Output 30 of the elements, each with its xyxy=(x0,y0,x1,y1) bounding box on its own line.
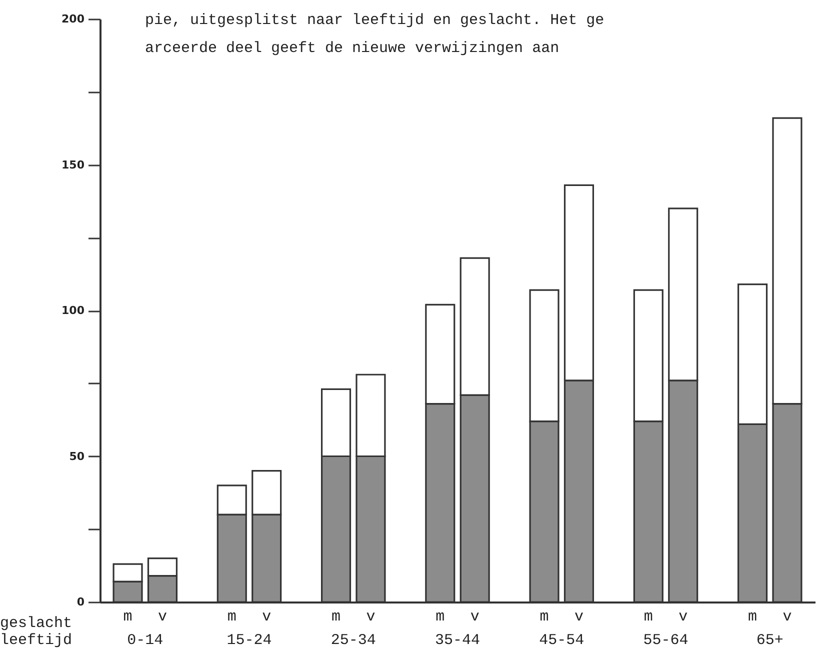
x-tick-label: m xyxy=(540,608,549,626)
x-tick-label: v xyxy=(574,608,584,626)
text: geslacht xyxy=(0,615,72,632)
text: 65+ xyxy=(756,632,784,649)
text: 0-14 xyxy=(127,632,164,649)
annotation: pie, uitgesplitst naar leeftijd en geslacht. Het ge xyxy=(145,12,604,29)
y-tick-label: 150 xyxy=(62,158,85,172)
x-tick-label: m xyxy=(436,608,445,626)
text: 25-34 xyxy=(330,632,376,649)
x-tick-label: v xyxy=(470,608,480,626)
x-tick-label: m xyxy=(123,608,132,626)
x-tick-label: v xyxy=(262,608,272,626)
text: 55-64 xyxy=(643,632,688,649)
y-tick-label: 0 xyxy=(76,596,85,608)
x-tick-label: m xyxy=(227,608,236,626)
annotation: arceerde deel geeft de nieuwe verwijzingen aan xyxy=(145,40,560,57)
x-tick-label: m xyxy=(332,608,341,626)
x-tick-label: v xyxy=(158,608,167,626)
y-tick-label: 100 xyxy=(62,304,85,317)
x-tick-label: v xyxy=(782,608,792,626)
x-tick-label: v xyxy=(366,608,376,626)
x-tick-label: v xyxy=(678,608,688,626)
y-tick-label: 50 xyxy=(69,450,85,463)
x-tick-label: m xyxy=(644,608,653,626)
text: 45-54 xyxy=(539,632,584,649)
x-tick-label: m xyxy=(748,608,758,626)
y-tick-label: 200 xyxy=(62,12,85,26)
text: 15-24 xyxy=(226,632,272,649)
text: leeftijd xyxy=(0,632,72,649)
text: 35-44 xyxy=(434,632,480,649)
